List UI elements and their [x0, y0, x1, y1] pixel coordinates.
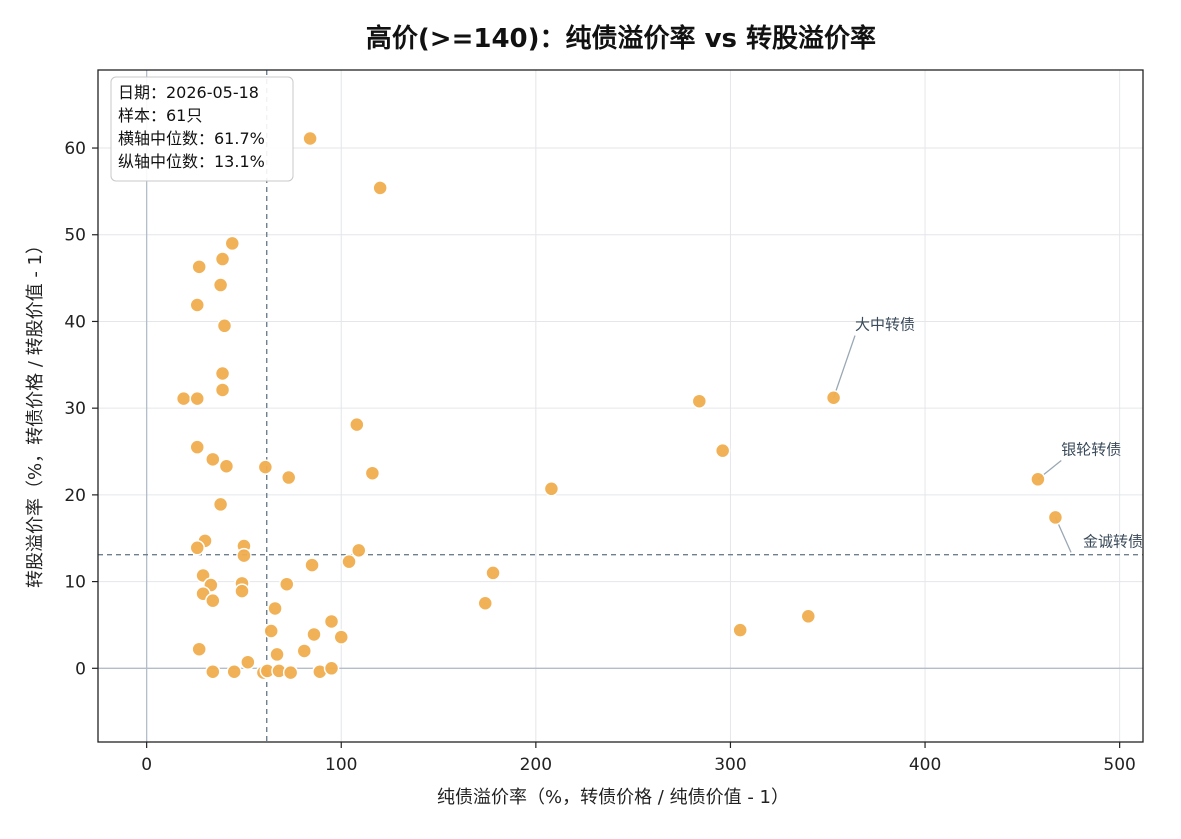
- x-tick-label: 500: [1103, 755, 1135, 775]
- y-tick-label: 10: [64, 573, 86, 593]
- annotation-leader: [832, 335, 856, 398]
- data-point: [349, 416, 365, 433]
- data-point: [825, 390, 842, 406]
- data-point: [280, 469, 297, 486]
- data-point: [304, 557, 320, 573]
- data-point: [191, 259, 207, 275]
- data-point: [543, 481, 560, 497]
- data-point: [333, 629, 349, 645]
- data-point: [267, 600, 283, 617]
- data-point: [257, 459, 274, 475]
- data-point: [175, 390, 192, 407]
- data-point: [216, 318, 233, 334]
- data-point: [269, 646, 285, 663]
- data-point: [714, 442, 731, 459]
- data-point: [279, 576, 295, 592]
- data-point: [214, 365, 231, 382]
- data-point: [732, 622, 748, 638]
- data-point: [364, 465, 381, 481]
- data-point: [218, 458, 235, 475]
- data-point: [205, 664, 221, 680]
- y-tick-label: 40: [64, 312, 86, 332]
- x-tick-label: 300: [714, 755, 746, 775]
- data-point: [236, 547, 252, 564]
- plot-frame: [97, 69, 1144, 743]
- data-point: [234, 583, 250, 599]
- chart-title: 高价(>=140)：纯债溢价率 vs 转股溢价率: [366, 23, 876, 54]
- data-point: [224, 235, 241, 252]
- x-tick-label: 200: [520, 755, 552, 775]
- data-point: [263, 623, 279, 639]
- data-point: [372, 180, 388, 196]
- data-points: [175, 130, 1064, 681]
- data-point: [341, 553, 357, 570]
- y-tick-label: 20: [64, 486, 86, 506]
- info-median-x: 横轴中位数：61.7%: [118, 129, 265, 148]
- data-point: [214, 251, 231, 267]
- data-point: [212, 277, 229, 293]
- y-tick-label: 0: [75, 659, 86, 679]
- data-point: [485, 565, 501, 581]
- data-point: [323, 660, 340, 677]
- data-point: [691, 393, 708, 409]
- data-point: [240, 654, 256, 670]
- data-point: [191, 641, 207, 657]
- grid-lines: [98, 70, 1143, 742]
- y-axis-label: 转股溢价率（%，转债价格 / 转股价值 - 1）: [25, 236, 46, 588]
- data-point: [323, 613, 340, 630]
- data-point: [1047, 509, 1064, 526]
- data-point: [296, 643, 313, 659]
- annotation-leaders: [832, 335, 1072, 553]
- data-point: [189, 297, 205, 313]
- data-point: [477, 595, 494, 612]
- data-point: [1030, 471, 1046, 488]
- data-point: [226, 664, 242, 680]
- x-axis-label: 纯债溢价率（%，转债价格 / 纯债价值 - 1）: [437, 787, 789, 808]
- data-point: [189, 540, 205, 556]
- info-sample: 样本：61只: [118, 106, 202, 125]
- y-tick-label: 30: [64, 399, 86, 419]
- y-tick-label: 60: [64, 139, 86, 159]
- x-tick-label: 0: [141, 755, 152, 775]
- data-point: [306, 626, 322, 643]
- y-tick-label: 50: [64, 226, 86, 246]
- data-point: [800, 608, 817, 625]
- annotation-label: 银轮转债: [1061, 440, 1121, 458]
- info-box: 日期：2026-05-18 样本：61只 横轴中位数：61.7% 纵轴中位数：1…: [110, 76, 294, 182]
- axis-ticks: 0 100 200 300 400 500 0 10 20 30 40 50 60: [64, 139, 1136, 775]
- data-point: [302, 130, 318, 147]
- info-date: 日期：2026-05-18: [118, 83, 259, 102]
- data-point: [212, 496, 229, 513]
- data-point: [282, 664, 299, 681]
- data-point: [214, 382, 231, 398]
- annotation-label: 金诚转债: [1083, 532, 1143, 550]
- info-box-frame: [110, 76, 294, 182]
- annotation-label: 大中转债: [855, 316, 915, 334]
- info-median-y: 纵轴中位数：13.1%: [118, 152, 265, 171]
- data-point: [189, 390, 205, 407]
- data-point: [205, 451, 221, 468]
- data-point: [189, 439, 205, 455]
- x-tick-label: 100: [325, 755, 357, 775]
- data-point: [205, 592, 221, 609]
- x-tick-label: 400: [909, 755, 941, 775]
- data-point: [351, 542, 367, 559]
